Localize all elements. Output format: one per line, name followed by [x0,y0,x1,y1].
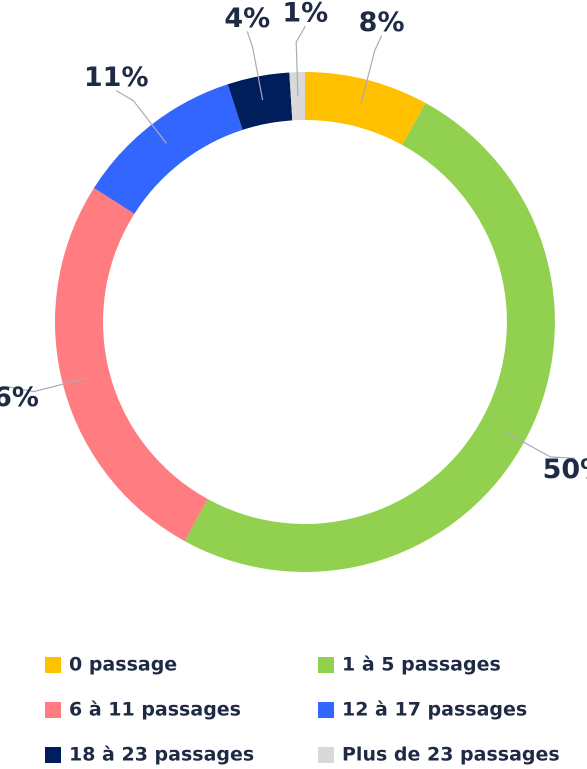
leader-line [115,90,167,144]
value-label: 26% [0,382,39,413]
legend-label: 0 passage [69,654,177,676]
donut-slice [227,72,293,130]
legend-swatch [45,657,61,673]
leader-line [502,430,575,459]
legend-swatch [45,702,61,718]
legend-label: 18 à 23 passages [69,744,254,766]
legend-swatch [318,702,334,718]
donut-slice [289,72,305,121]
leader-line [295,25,306,97]
value-label: 8% [359,7,405,38]
legend-swatch [318,747,334,763]
value-label: 50% [543,454,587,485]
legend-label: Plus de 23 passages [342,744,560,766]
legend-swatch [45,747,61,763]
value-label: 4% [224,3,270,34]
legend-swatch [318,657,334,673]
donut-slice [305,72,426,145]
donut-slice [54,188,208,542]
leader-line [6,377,87,393]
value-label: 1% [282,0,328,29]
leader-line [246,31,264,101]
leader-line [360,35,383,104]
legend-label: 1 à 5 passages [342,654,501,676]
legend-label: 6 à 11 passages [69,699,241,721]
donut-slice [184,102,555,572]
donut-slice [93,84,243,214]
legend-label: 12 à 17 passages [342,699,527,721]
value-label: 11% [84,62,149,93]
